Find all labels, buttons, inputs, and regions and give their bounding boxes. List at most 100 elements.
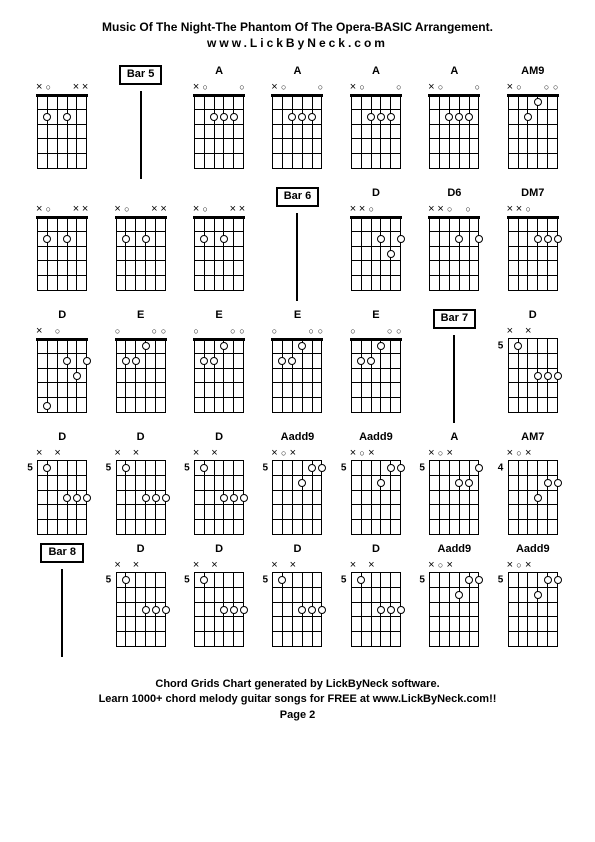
empty-marker <box>533 203 541 215</box>
chord-name: D <box>529 309 537 323</box>
bar-label: Bar 8 <box>40 543 84 563</box>
chord-name: A <box>294 65 302 79</box>
chord-cell <box>30 187 94 301</box>
chord-cell: D <box>30 309 94 423</box>
mute-marker <box>35 203 43 215</box>
chord-cell: D5 <box>187 431 251 535</box>
mute-marker <box>270 559 278 571</box>
finger-dot <box>367 113 375 121</box>
mute-marker <box>54 447 62 459</box>
finger-dot <box>387 250 395 258</box>
chord-diagram: 5 <box>426 559 482 647</box>
chord-name: AM7 <box>521 431 544 445</box>
empty-marker <box>455 203 463 215</box>
empty-marker <box>220 447 228 459</box>
mute-marker <box>349 447 357 459</box>
mute-marker <box>72 81 80 93</box>
finger-dot <box>318 606 326 614</box>
finger-dot <box>544 372 552 380</box>
empty-marker <box>210 81 218 93</box>
empty-marker <box>533 81 541 93</box>
finger-dot <box>308 464 316 472</box>
chord-diagram <box>34 81 90 169</box>
finger-dot <box>220 606 228 614</box>
mute-marker <box>114 203 122 215</box>
chord-diagram <box>269 81 325 169</box>
mute-marker <box>238 203 246 215</box>
mute-marker <box>72 203 80 215</box>
empty-marker <box>44 447 52 459</box>
empty-marker <box>141 325 149 337</box>
empty-marker <box>395 447 403 459</box>
chord-name: D <box>372 543 380 557</box>
mute-marker <box>437 203 445 215</box>
chord-cell: A <box>265 65 329 179</box>
chord-cell: D5 <box>344 543 408 657</box>
finger-dot <box>200 357 208 365</box>
empty-marker <box>63 325 71 337</box>
mute-marker <box>506 447 514 459</box>
mute-marker <box>524 447 532 459</box>
chord-grid: Bar 5AAAAAM9 Bar 6DD6DM7DEEEEBar 7D5D5D5… <box>30 65 565 657</box>
open-marker <box>238 81 246 93</box>
chord-name <box>61 65 64 79</box>
finger-dot <box>162 494 170 502</box>
chord-name: D <box>294 543 302 557</box>
mute-marker <box>270 447 278 459</box>
mute-marker <box>270 81 278 93</box>
chord-diagram <box>426 81 482 169</box>
chord-diagram: 5 <box>113 447 169 535</box>
empty-marker <box>386 559 394 571</box>
open-marker <box>44 81 52 93</box>
chord-diagram: 5 <box>191 447 247 535</box>
chord-name: E <box>215 309 222 323</box>
chord-diagram: 5 <box>269 447 325 535</box>
empty-marker <box>386 447 394 459</box>
fret-number: 4 <box>498 462 504 473</box>
finger-dot <box>534 235 542 243</box>
open-marker <box>307 325 315 337</box>
chord-diagram <box>34 325 90 413</box>
empty-marker <box>280 559 288 571</box>
open-marker <box>270 325 278 337</box>
empty-marker <box>316 559 324 571</box>
fret-number: 5 <box>27 462 33 473</box>
empty-marker <box>160 447 168 459</box>
empty-marker <box>238 447 246 459</box>
empty-marker <box>298 81 306 93</box>
empty-marker <box>446 81 454 93</box>
empty-marker <box>307 81 315 93</box>
chord-name: D <box>372 187 380 201</box>
open-marker <box>358 447 366 459</box>
chord-name: D <box>58 309 66 323</box>
fret-number: 5 <box>498 574 504 585</box>
mute-marker <box>349 559 357 571</box>
empty-marker <box>386 203 394 215</box>
finger-dot <box>63 494 71 502</box>
open-marker <box>395 325 403 337</box>
mute-marker <box>289 447 297 459</box>
mute-marker <box>349 81 357 93</box>
open-marker <box>280 447 288 459</box>
empty-marker <box>543 559 551 571</box>
finger-dot <box>210 113 218 121</box>
mute-marker <box>35 447 43 459</box>
finger-dot <box>210 357 218 365</box>
chord-cell: Aadd95 <box>501 543 565 657</box>
open-marker <box>201 81 209 93</box>
empty-marker <box>533 447 541 459</box>
empty-marker <box>54 203 62 215</box>
empty-marker <box>307 559 315 571</box>
mute-marker <box>524 325 532 337</box>
finger-dot <box>152 606 160 614</box>
empty-marker <box>289 81 297 93</box>
chord-diagram: 5 <box>505 559 561 647</box>
mute-marker <box>506 559 514 571</box>
finger-dot <box>43 464 51 472</box>
chord-diagram: 5 <box>348 447 404 535</box>
mute-marker <box>210 447 218 459</box>
empty-marker <box>72 447 80 459</box>
fret-number: 5 <box>262 462 268 473</box>
finger-dot <box>455 479 463 487</box>
empty-marker <box>220 559 228 571</box>
